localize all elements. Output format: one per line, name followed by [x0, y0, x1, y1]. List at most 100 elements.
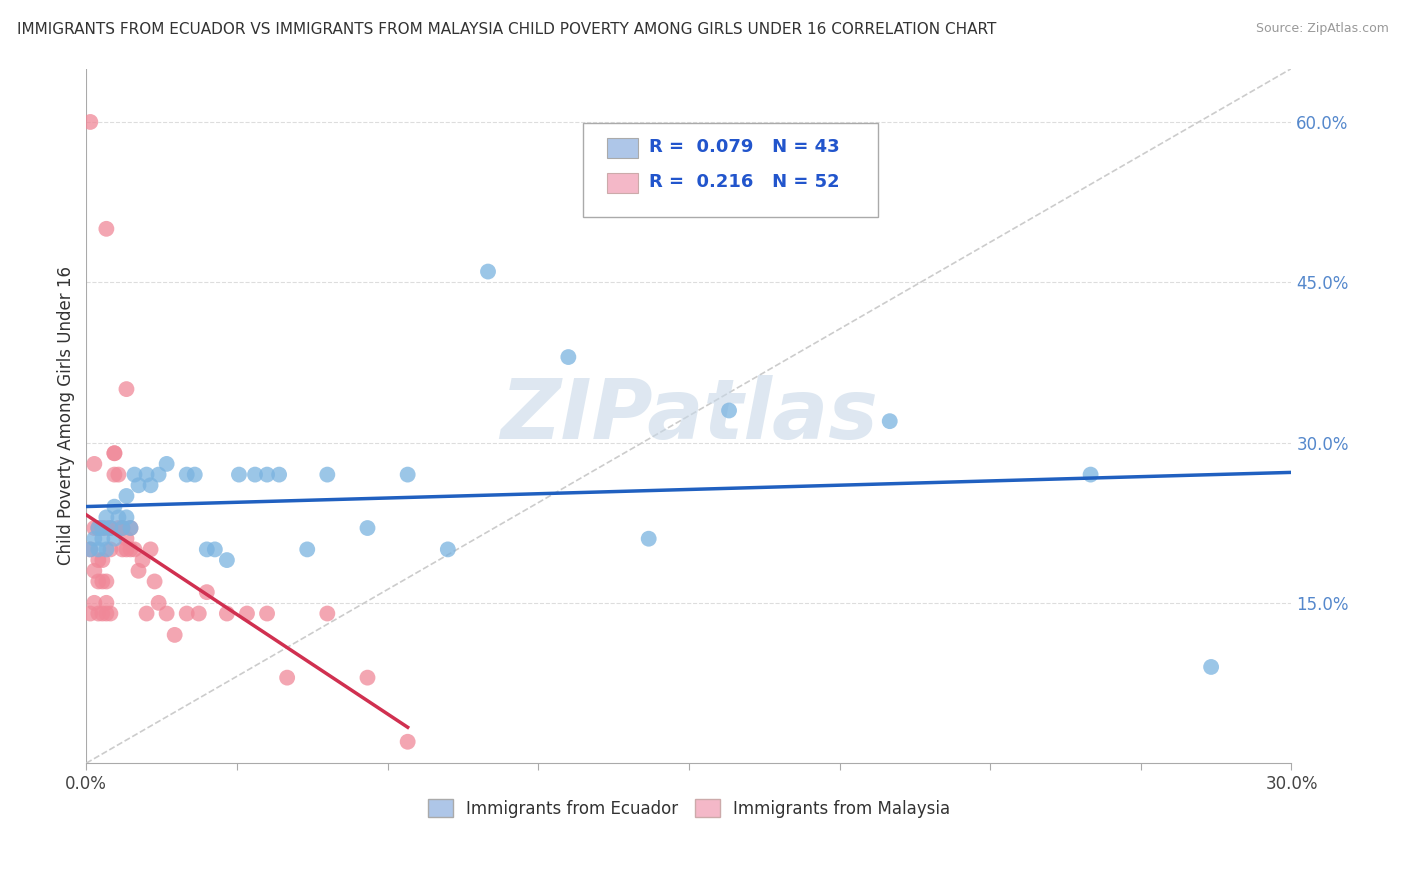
Point [96, 521, 118, 535]
Point [96, 510, 118, 524]
Point [128, 478, 150, 492]
Point [215, 607, 238, 621]
Point [83, 457, 105, 471]
Point [96, 607, 118, 621]
Point [120, 542, 142, 557]
Text: R =  0.079   N = 43: R = 0.079 N = 43 [650, 138, 839, 156]
Point [87, 574, 110, 589]
Point [115, 489, 138, 503]
Point [195, 542, 218, 557]
Point [269, 467, 291, 482]
Point [115, 382, 138, 396]
Point [236, 607, 259, 621]
Point [256, 607, 278, 621]
Point [103, 500, 125, 514]
Point [148, 467, 170, 482]
Point [124, 542, 146, 557]
Text: ZIPatlas: ZIPatlas [501, 376, 877, 457]
Point [204, 542, 226, 557]
Point [91, 532, 114, 546]
Point [115, 532, 138, 546]
Point [879, 414, 901, 428]
Point [107, 510, 129, 524]
Point [176, 467, 198, 482]
Point [131, 553, 153, 567]
Point [83, 564, 105, 578]
Point [477, 264, 499, 278]
Point [100, 607, 122, 621]
Point [120, 521, 142, 535]
Point [195, 585, 218, 599]
Point [176, 607, 198, 621]
Point [83, 521, 105, 535]
Point [100, 521, 122, 535]
Point [91, 521, 114, 535]
Point [156, 457, 179, 471]
Point [96, 596, 118, 610]
Point [557, 350, 579, 364]
Point [83, 532, 105, 546]
Point [100, 542, 122, 557]
Point [87, 542, 110, 557]
Point [396, 735, 419, 749]
Point [128, 564, 150, 578]
Point [124, 467, 146, 482]
Point [148, 596, 170, 610]
Point [79, 607, 101, 621]
Point [1080, 467, 1102, 482]
Point [184, 467, 207, 482]
Point [139, 478, 162, 492]
Point [143, 574, 166, 589]
Point [120, 521, 142, 535]
Point [316, 607, 339, 621]
Text: IMMIGRANTS FROM ECUADOR VS IMMIGRANTS FROM MALAYSIA CHILD POVERTY AMONG GIRLS UN: IMMIGRANTS FROM ECUADOR VS IMMIGRANTS FR… [17, 22, 997, 37]
Point [87, 521, 110, 535]
Point [111, 521, 134, 535]
Point [115, 510, 138, 524]
Point [356, 671, 378, 685]
Text: Source: ZipAtlas.com: Source: ZipAtlas.com [1256, 22, 1389, 36]
Point [111, 521, 134, 535]
Point [103, 446, 125, 460]
Point [111, 542, 134, 557]
Point [79, 542, 101, 557]
Point [256, 467, 278, 482]
Point [243, 467, 266, 482]
Point [316, 467, 339, 482]
Point [103, 467, 125, 482]
Point [91, 574, 114, 589]
Point [135, 467, 157, 482]
Point [87, 553, 110, 567]
Point [297, 542, 319, 557]
Point [107, 521, 129, 535]
Point [96, 574, 118, 589]
Point [96, 222, 118, 236]
Point [718, 403, 741, 417]
Point [187, 607, 209, 621]
Point [87, 607, 110, 621]
Point [103, 446, 125, 460]
Point [103, 532, 125, 546]
Point [96, 542, 118, 557]
Text: R =  0.216   N = 52: R = 0.216 N = 52 [650, 173, 839, 191]
Point [100, 521, 122, 535]
Point [91, 553, 114, 567]
Point [1199, 660, 1222, 674]
Point [163, 628, 186, 642]
Point [637, 532, 659, 546]
Point [156, 607, 179, 621]
Point [91, 607, 114, 621]
Point [228, 467, 250, 482]
Point [83, 596, 105, 610]
Point [139, 542, 162, 557]
Point [115, 542, 138, 557]
Point [135, 607, 157, 621]
Point [437, 542, 460, 557]
Point [276, 671, 298, 685]
Point [79, 542, 101, 557]
Point [91, 521, 114, 535]
Legend: Immigrants from Ecuador, Immigrants from Malaysia: Immigrants from Ecuador, Immigrants from… [420, 793, 957, 824]
Point [356, 521, 378, 535]
Point [396, 467, 419, 482]
Point [79, 115, 101, 129]
